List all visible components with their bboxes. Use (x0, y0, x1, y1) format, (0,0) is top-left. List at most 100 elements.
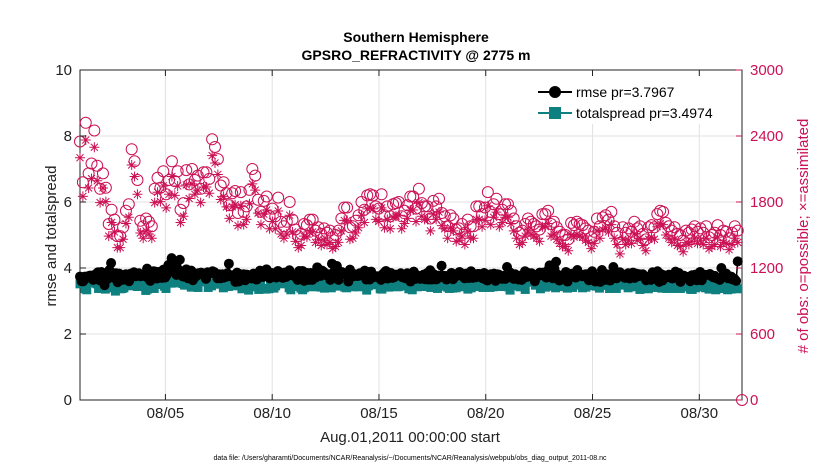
obs-possible-point (513, 226, 526, 239)
obs-possible-point (148, 182, 161, 195)
obs-possible-point (519, 218, 532, 230)
obs-possible-point (358, 203, 371, 216)
obs-possible-point (211, 153, 224, 166)
totalspread-point (544, 281, 554, 291)
obs-assimilated-point (626, 238, 637, 249)
obs-possible-point (375, 188, 388, 201)
obs-possible-point (596, 211, 609, 224)
legend-rmse-label: rmse pr=3.7967 (576, 84, 675, 100)
obs-possible-point (720, 225, 733, 238)
x-tick-label: 08/20 (467, 405, 505, 422)
obs-assimilated-point (135, 227, 146, 238)
obs-assimilated-point (448, 225, 459, 236)
totalspread-point (633, 278, 643, 288)
obs-possible-point (444, 209, 457, 222)
obs-assimilated-point (396, 223, 407, 234)
obs-possible-point (490, 192, 503, 205)
obs-assimilated-point (83, 183, 94, 194)
obs-assimilated-point (411, 216, 422, 227)
y-tick-label: 10 (55, 62, 72, 79)
obs-assimilated-point (724, 244, 735, 255)
obs-possible-point (545, 218, 558, 230)
obs-possible-point (447, 212, 460, 225)
obs-assimilated-point (629, 229, 640, 240)
obs-possible-point (392, 196, 405, 208)
obs-possible-point (441, 220, 454, 233)
obs-assimilated-point (726, 239, 737, 250)
obs-assimilated-point (181, 179, 192, 190)
obs-possible-point (151, 171, 164, 184)
legend: rmse pr=3.7967 totalspread pr=3.4974 (530, 76, 735, 124)
obs-assimilated-point (678, 246, 689, 257)
obs-assimilated-point (319, 235, 330, 246)
obs-assimilated-point (388, 212, 399, 223)
obs-assimilated-point (479, 215, 490, 226)
obs-assimilated-point (413, 197, 424, 208)
totalspread-point (520, 284, 530, 294)
rmse-point (223, 258, 234, 269)
obs-assimilated-point (356, 210, 367, 221)
obs-assimilated-point (221, 201, 232, 212)
obs-assimilated-point (155, 196, 166, 207)
obs-assimilated-point (333, 237, 344, 248)
obs-assimilated-point (603, 226, 614, 237)
obs-possible-point (125, 143, 138, 156)
y-tick-label: 4 (64, 260, 72, 277)
obs-assimilated-point (184, 193, 195, 204)
obs-assimilated-point (77, 191, 88, 202)
obs-possible-point (82, 167, 95, 180)
obs-possible-point (539, 208, 552, 221)
chart-title: Southern Hemisphere (343, 29, 489, 45)
obs-assimilated-point (232, 220, 243, 231)
obs-assimilated-point (520, 231, 531, 242)
data-file-footnote: data file: /Users/gharamti/Documents/NCA… (213, 455, 607, 462)
obs-possible-series (74, 116, 744, 249)
obs-assimilated-point (164, 189, 175, 200)
obs-assimilated-point (497, 217, 508, 228)
rmse-point (106, 258, 117, 269)
rmse-point (732, 256, 743, 267)
obs-possible-point (309, 224, 322, 237)
obs-assimilated-point (454, 235, 465, 246)
y2-tick-label: 0 (750, 392, 758, 409)
x-tick-label: 08/25 (574, 405, 612, 422)
obs-possible-point (312, 221, 325, 234)
obs-assimilated-point (178, 211, 189, 222)
x-tick-label: 08/05 (147, 405, 185, 422)
obs-possible-point (648, 221, 661, 234)
obs-assimilated-point (120, 218, 131, 229)
obs-assimilated-point (637, 240, 648, 251)
obs-possible-point (252, 193, 265, 206)
obs-possible-point (691, 225, 704, 238)
obs-possible-point (263, 210, 276, 223)
obs-assimilated-point (359, 217, 370, 228)
axis-ticks: 08/05 08/10 08/15 08/20 08/25 08/30 0 2 4 6 8 10 0 60… (55, 62, 783, 422)
obs-possible-point (608, 220, 621, 233)
obs-possible-point (114, 230, 127, 243)
obs-possible-point (303, 213, 316, 226)
obs-possible-point (424, 212, 437, 225)
obs-assimilated-point (201, 181, 212, 192)
obs-assimilated-point (158, 180, 169, 191)
obs-possible-point (476, 208, 489, 221)
obs-assimilated-point (129, 171, 140, 182)
obs-possible-point (134, 214, 147, 227)
obs-possible-point (332, 224, 345, 237)
obs-possible-point (79, 116, 92, 129)
obs-assimilated-point (278, 233, 289, 244)
obs-possible-point (470, 200, 483, 213)
obs-possible-point (220, 187, 233, 200)
totalspread-point (326, 283, 336, 293)
obs-assimilated-point (207, 150, 218, 161)
obs-possible-point (590, 212, 603, 225)
obs-assimilated-point (218, 191, 229, 202)
obs-possible-point (536, 208, 549, 221)
obs-assimilated-point (574, 231, 585, 242)
obs-possible-point (705, 229, 718, 241)
obs-possible-point (634, 220, 647, 233)
obs-assimilated-point (75, 152, 85, 163)
obs-assimilated-point (212, 169, 223, 180)
obs-possible-point (249, 169, 262, 182)
totalspread-point (245, 282, 255, 292)
obs-assimilated-point (336, 225, 347, 236)
